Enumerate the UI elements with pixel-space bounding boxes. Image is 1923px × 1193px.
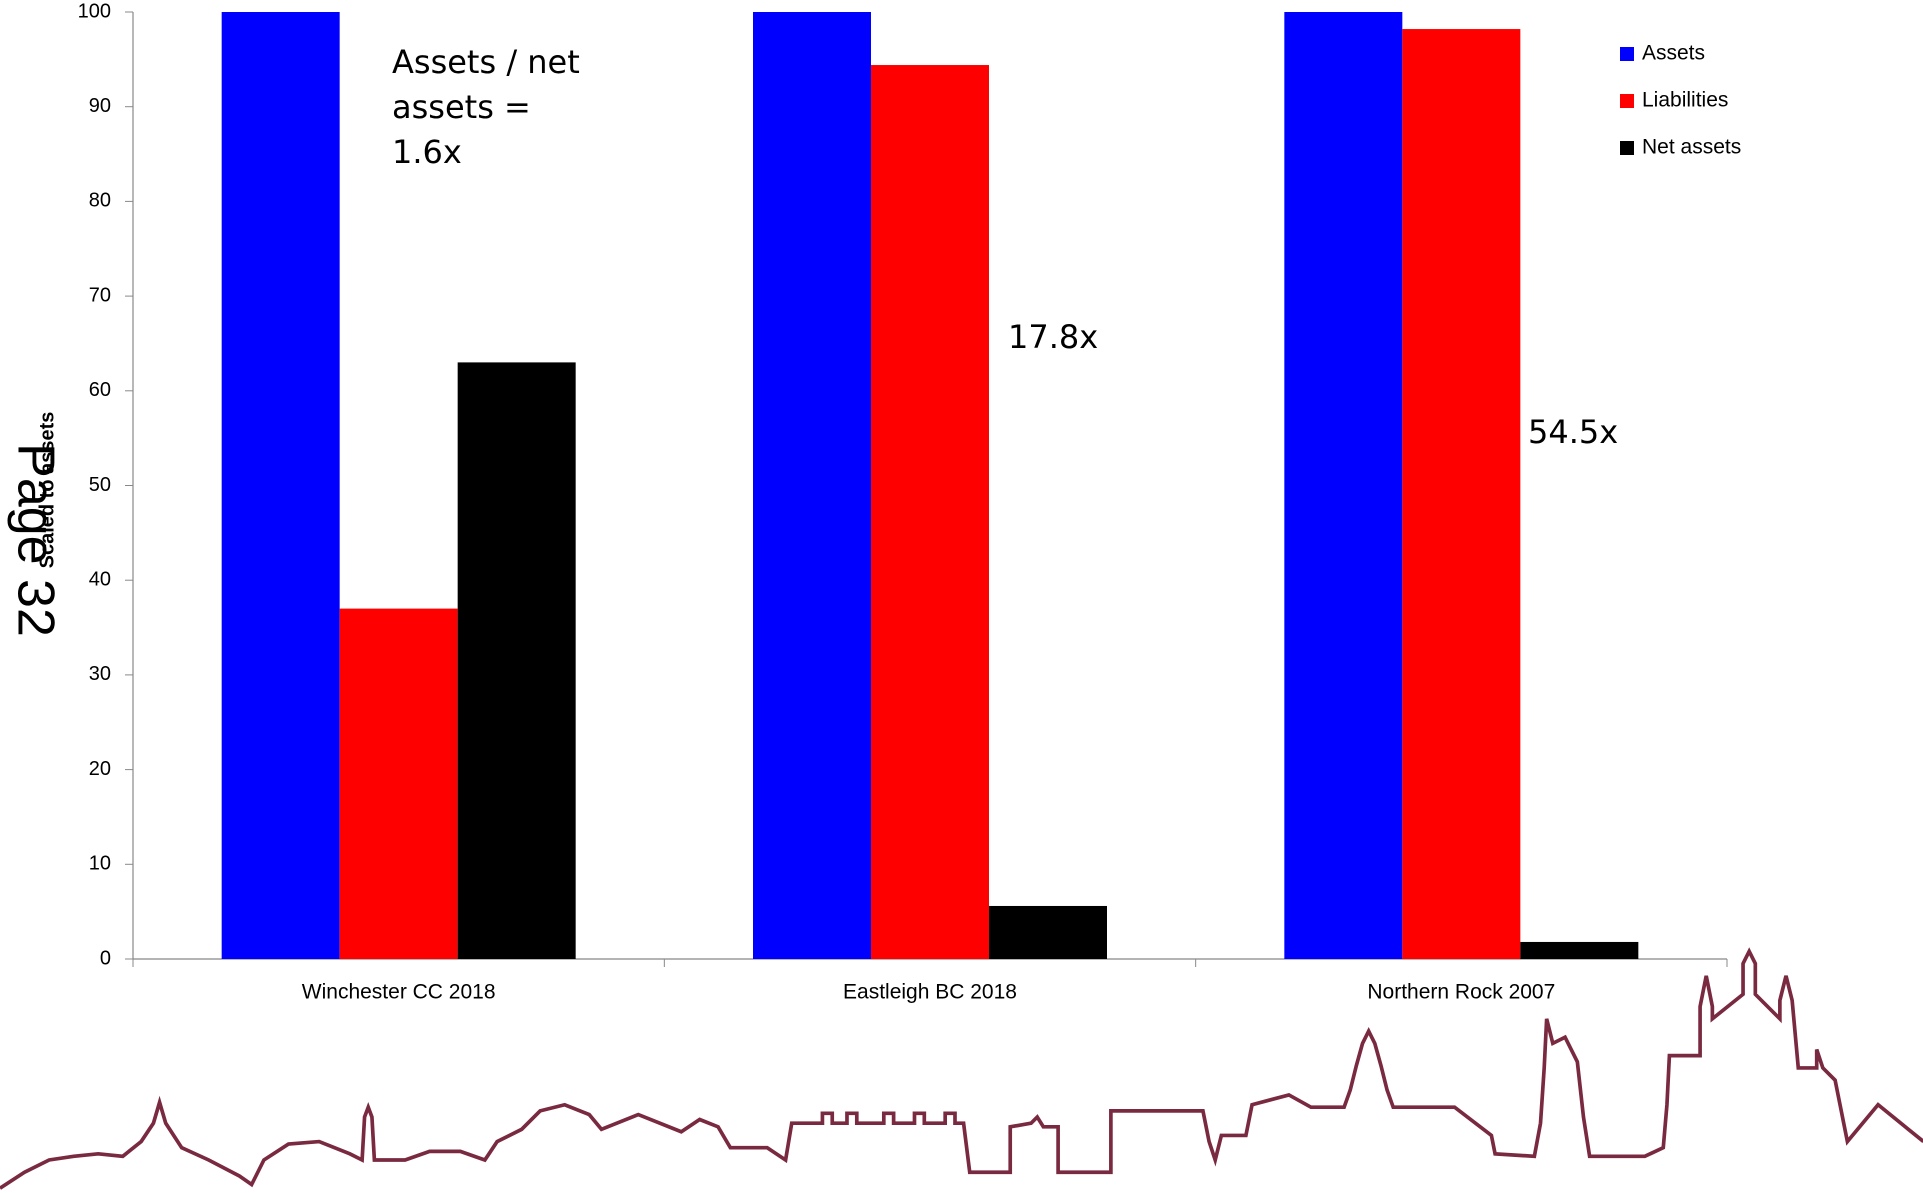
y-tick-label: 70 — [89, 284, 111, 306]
bar — [1520, 941, 1639, 959]
bar — [1402, 29, 1521, 959]
annotation: Assets / net assets = 1.6x — [392, 43, 580, 171]
y-tick-label: 30 — [89, 663, 111, 685]
legend-label: Assets — [1642, 42, 1705, 65]
skyline — [0, 947, 1923, 1190]
y-tick-label: 0 — [100, 947, 111, 969]
legend-label: Net assets — [1642, 136, 1741, 159]
y-tick-label: 20 — [89, 758, 111, 780]
x-tick-label: Winchester CC 2018 — [302, 981, 496, 1004]
y-axis-label: Scaled to assets — [36, 412, 58, 569]
bar — [221, 12, 340, 959]
y-tick-label: 40 — [89, 568, 111, 590]
y-tick-label: 80 — [89, 190, 111, 212]
annotation: 54.5x — [1528, 413, 1619, 451]
legend-swatch — [1620, 94, 1634, 108]
bar — [989, 905, 1107, 959]
x-tick-label: Northern Rock 2007 — [1367, 981, 1555, 1004]
y-tick-label: 100 — [78, 0, 111, 22]
y-tick-label: 60 — [89, 379, 111, 401]
annotation: 17.8x — [1008, 318, 1099, 356]
x-tick-label: Eastleigh BC 2018 — [843, 981, 1017, 1004]
legend-swatch — [1620, 47, 1634, 61]
y-tick-label: 50 — [89, 474, 111, 496]
bar — [457, 362, 576, 959]
bar — [871, 65, 989, 960]
bar — [1284, 12, 1403, 959]
page-stamp: Page 32 — [6, 443, 64, 637]
bar — [339, 608, 458, 959]
legend-label: Liabilities — [1642, 89, 1728, 112]
y-tick-label: 10 — [89, 853, 111, 875]
y-tick-label: 90 — [89, 95, 111, 117]
bar — [753, 12, 871, 959]
legend-swatch — [1620, 141, 1634, 155]
